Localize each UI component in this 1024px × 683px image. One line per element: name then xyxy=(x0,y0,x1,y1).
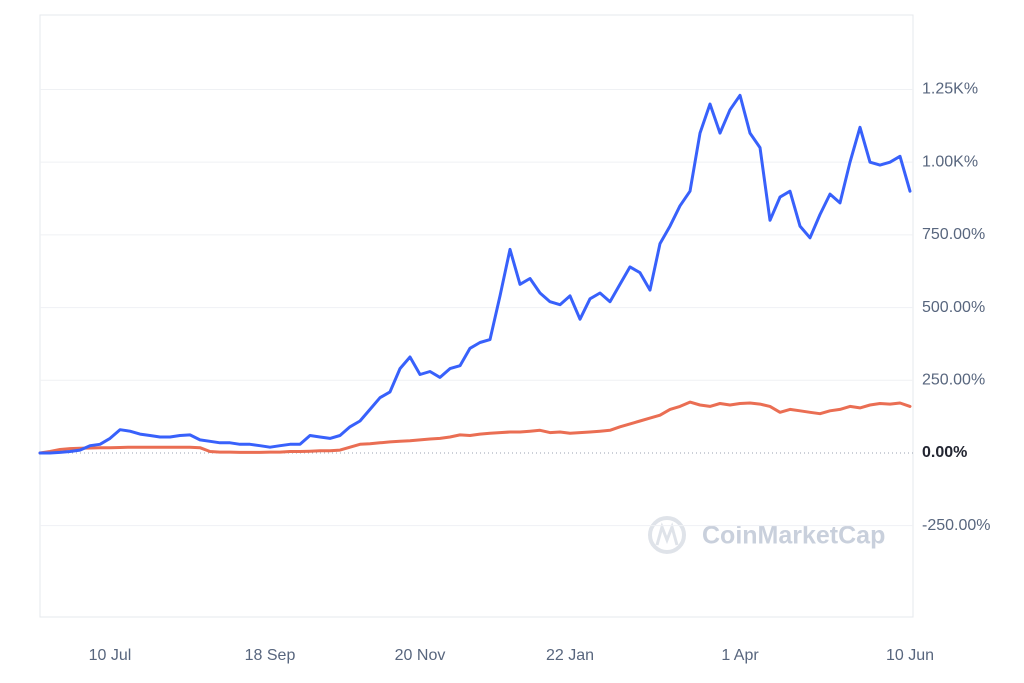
plot-frame xyxy=(39,14,914,618)
y-tick-label: 500.00% xyxy=(922,299,985,316)
y-tick-label: 250.00% xyxy=(922,371,985,388)
line-series xyxy=(38,400,912,455)
line-series xyxy=(38,93,912,455)
x-tick-label: 1 Apr xyxy=(721,647,759,664)
y-tick-label: 1.25K% xyxy=(922,81,978,98)
x-tick-label: 22 Jan xyxy=(546,647,594,664)
y-tick-label: -250.00% xyxy=(922,517,991,534)
watermark: CoinMarketCap xyxy=(702,522,885,550)
y-tick-label: 750.00% xyxy=(922,226,985,243)
x-tick-label: 10 Jun xyxy=(886,647,934,664)
x-tick-label: 10 Jul xyxy=(89,647,132,664)
y-tick-label: 0.00% xyxy=(922,444,967,461)
x-tick-label: 20 Nov xyxy=(395,647,446,664)
watermark-logo xyxy=(648,516,686,554)
x-tick-label: 18 Sep xyxy=(245,647,296,664)
y-tick-label: 1.00K% xyxy=(922,153,978,170)
